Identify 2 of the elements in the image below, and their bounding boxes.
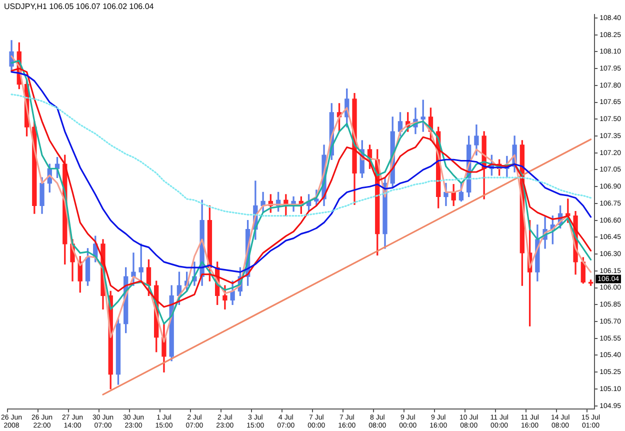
line-series (10, 94, 592, 217)
chart-title: USDJPY,H1 106.05 106.07 106.02 106.04 (4, 2, 154, 12)
